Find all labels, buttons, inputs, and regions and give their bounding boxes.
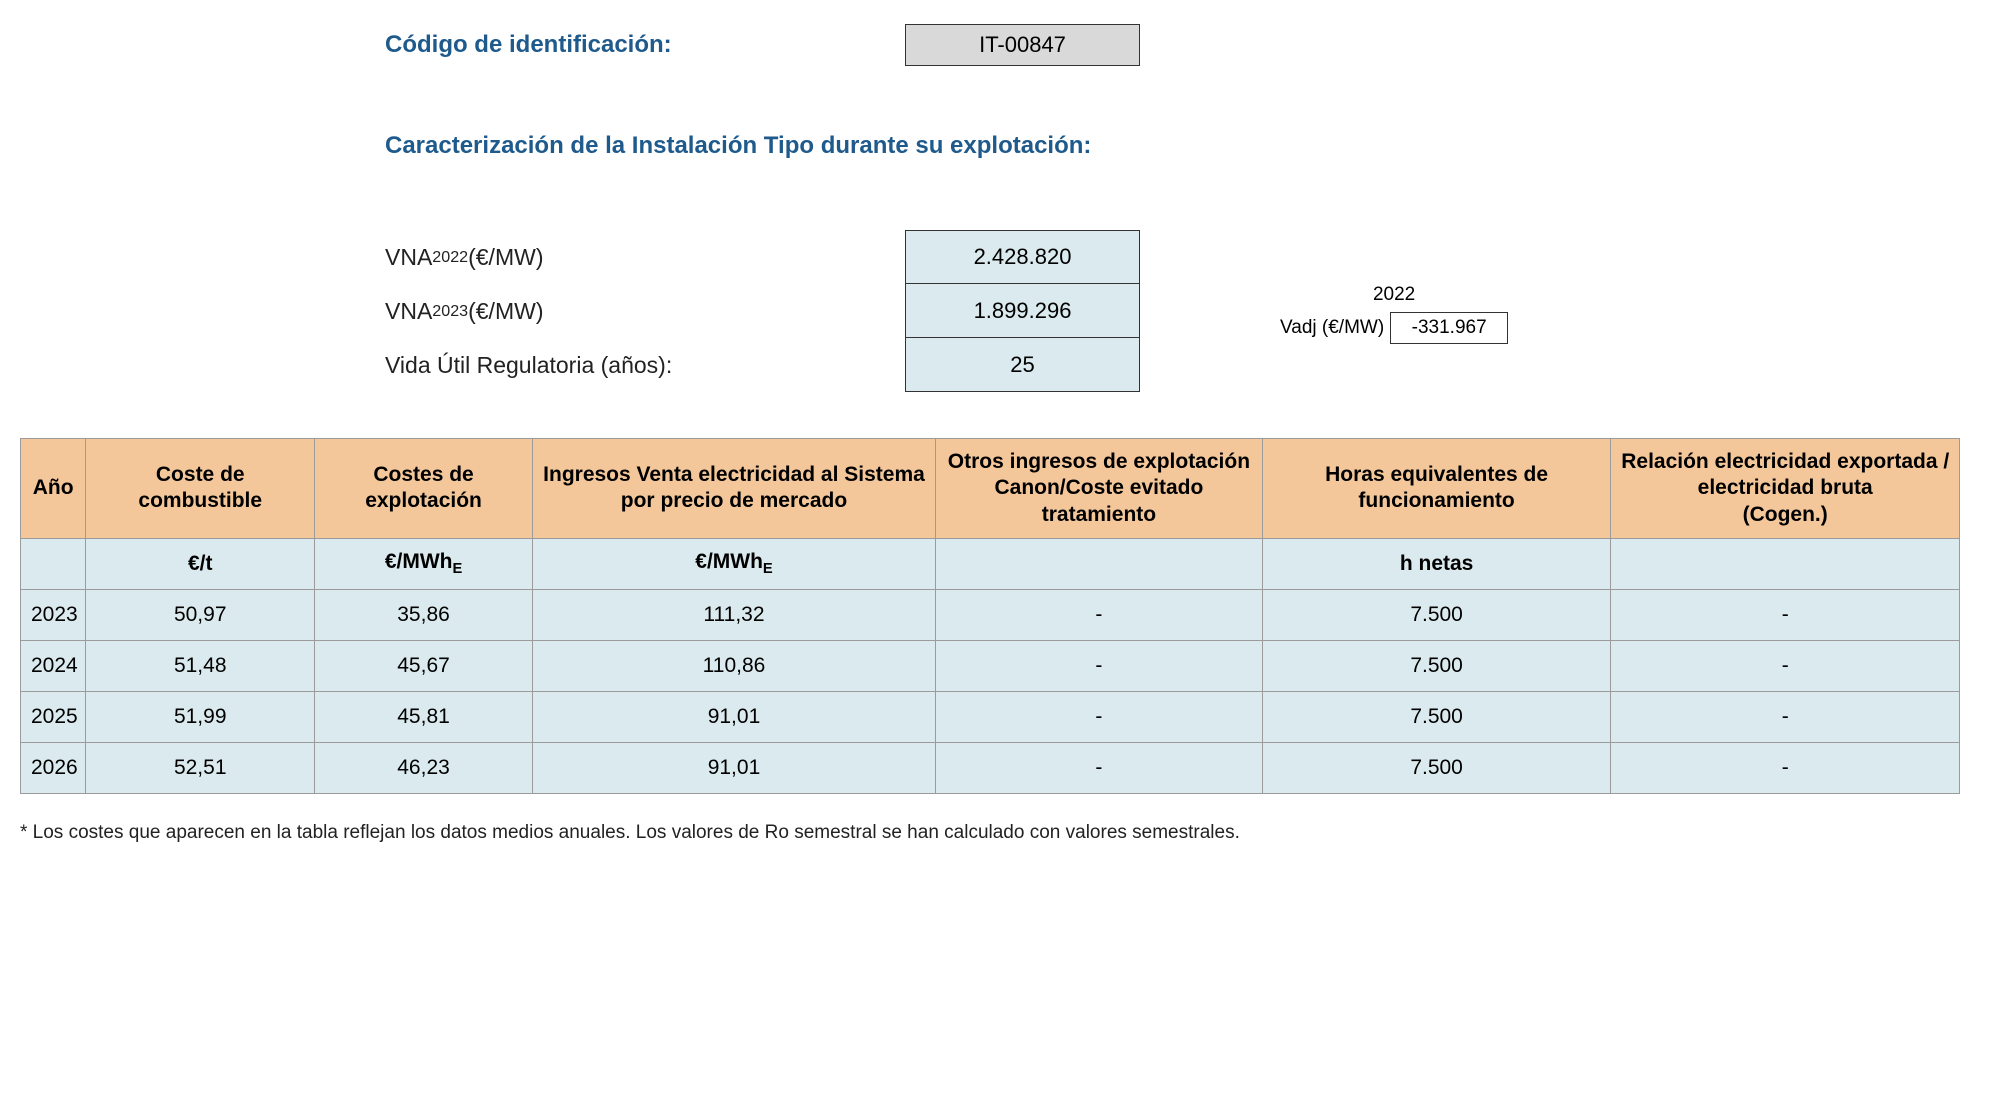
data-cell: - bbox=[1611, 640, 1960, 691]
data-cell: - bbox=[1611, 742, 1960, 793]
page-root: Código de identificación: IT-00847 Carac… bbox=[0, 0, 2000, 1115]
data-cell: 46,23 bbox=[315, 742, 533, 793]
year-cell: 2023 bbox=[21, 589, 86, 640]
data-cell: 50,97 bbox=[86, 589, 315, 640]
caracterizacion-title: Caracterización de la Instalación Tipo d… bbox=[385, 132, 1091, 160]
vida-util-value: 25 bbox=[905, 338, 1140, 392]
table-header-cell: Año bbox=[21, 439, 86, 539]
footnote: * Los costes que aparecen en la tabla re… bbox=[20, 822, 1980, 844]
codigo-label: Código de identificación: bbox=[385, 31, 905, 59]
table-units-cell: €/t bbox=[86, 538, 315, 589]
data-cell: 91,01 bbox=[532, 742, 935, 793]
data-cell: - bbox=[1611, 691, 1960, 742]
table-row: 202551,9945,8191,01-7.500- bbox=[21, 691, 1960, 742]
table-header-cell: Ingresos Venta electricidad al Sistema p… bbox=[532, 439, 935, 539]
table-row: 202451,4845,67110,86-7.500- bbox=[21, 640, 1960, 691]
vna-2023-value: 1.899.296 bbox=[905, 284, 1140, 338]
year-cell: 2026 bbox=[21, 742, 86, 793]
table-units-cell bbox=[1611, 538, 1960, 589]
data-cell: 111,32 bbox=[532, 589, 935, 640]
codigo-row: Código de identificación: IT-00847 bbox=[385, 24, 1980, 66]
vida-util-label: Vida Útil Regulatoria (años): bbox=[385, 338, 905, 392]
table-header-cell: Coste de combustible bbox=[86, 439, 315, 539]
data-cell: - bbox=[936, 589, 1263, 640]
data-cell: 7.500 bbox=[1262, 640, 1611, 691]
table-units-cell: h netas bbox=[1262, 538, 1611, 589]
table-header-row: AñoCoste de combustibleCostes de explota… bbox=[21, 439, 1960, 539]
table-units-row: €/t€/MWhE€/MWhEh netas bbox=[21, 538, 1960, 589]
table-units-cell: €/MWhE bbox=[532, 538, 935, 589]
vadj-value: -331.967 bbox=[1390, 312, 1508, 344]
table-body: €/t€/MWhE€/MWhEh netas 202350,9735,86111… bbox=[21, 538, 1960, 793]
vna-2023-label: VNA2023 (€/MW) bbox=[385, 284, 905, 338]
data-cell: 7.500 bbox=[1262, 589, 1611, 640]
data-cell: 35,86 bbox=[315, 589, 533, 640]
year-cell: 2025 bbox=[21, 691, 86, 742]
data-cell: - bbox=[936, 691, 1263, 742]
table-head: AñoCoste de combustibleCostes de explota… bbox=[21, 439, 1960, 539]
params-labels: VNA2022 (€/MW) VNA2023 (€/MW) Vida Útil … bbox=[385, 230, 905, 392]
table-units-cell: €/MWhE bbox=[315, 538, 533, 589]
vna-2022-value: 2.428.820 bbox=[905, 230, 1140, 284]
data-table: AñoCoste de combustibleCostes de explota… bbox=[20, 438, 1960, 794]
vadj-year: 2022 bbox=[1294, 284, 1494, 306]
table-units-cell bbox=[936, 538, 1263, 589]
data-cell: 7.500 bbox=[1262, 691, 1611, 742]
data-cell: 45,67 bbox=[315, 640, 533, 691]
codigo-value-box: IT-00847 bbox=[905, 24, 1140, 66]
params-block: VNA2022 (€/MW) VNA2023 (€/MW) Vida Útil … bbox=[385, 230, 1980, 392]
data-cell: 110,86 bbox=[532, 640, 935, 691]
data-cell: 7.500 bbox=[1262, 742, 1611, 793]
data-cell: - bbox=[936, 742, 1263, 793]
data-cell: 91,01 bbox=[532, 691, 935, 742]
spacer bbox=[385, 72, 1980, 132]
vadj-block: 2022 Vadj (€/MW) -331.967 bbox=[1280, 230, 1508, 392]
data-cell: 51,48 bbox=[86, 640, 315, 691]
table-row: 202350,9735,86111,32-7.500- bbox=[21, 589, 1960, 640]
caracterizacion-row: Caracterización de la Instalación Tipo d… bbox=[385, 132, 1980, 160]
year-cell: 2024 bbox=[21, 640, 86, 691]
table-header-cell: Relación electricidad exportada / electr… bbox=[1611, 439, 1960, 539]
vadj-row: Vadj (€/MW) -331.967 bbox=[1280, 312, 1508, 344]
table-row: 202652,5146,2391,01-7.500- bbox=[21, 742, 1960, 793]
table-units-cell bbox=[21, 538, 86, 589]
spacer bbox=[385, 166, 1980, 200]
data-cell: 51,99 bbox=[86, 691, 315, 742]
data-cell: - bbox=[936, 640, 1263, 691]
data-cell: - bbox=[1611, 589, 1960, 640]
data-cell: 45,81 bbox=[315, 691, 533, 742]
table-header-cell: Costes de explotación bbox=[315, 439, 533, 539]
data-cell: 52,51 bbox=[86, 742, 315, 793]
vadj-label: Vadj (€/MW) bbox=[1280, 317, 1384, 339]
table-header-cell: Otros ingresos de explotación Canon/Cost… bbox=[936, 439, 1263, 539]
header-block: Código de identificación: IT-00847 Carac… bbox=[385, 24, 1980, 392]
vna-2022-label: VNA2022 (€/MW) bbox=[385, 230, 905, 284]
params-values: 2.428.820 1.899.296 25 bbox=[905, 230, 1140, 392]
table-header-cell: Horas equivalentes de funcionamiento bbox=[1262, 439, 1611, 539]
